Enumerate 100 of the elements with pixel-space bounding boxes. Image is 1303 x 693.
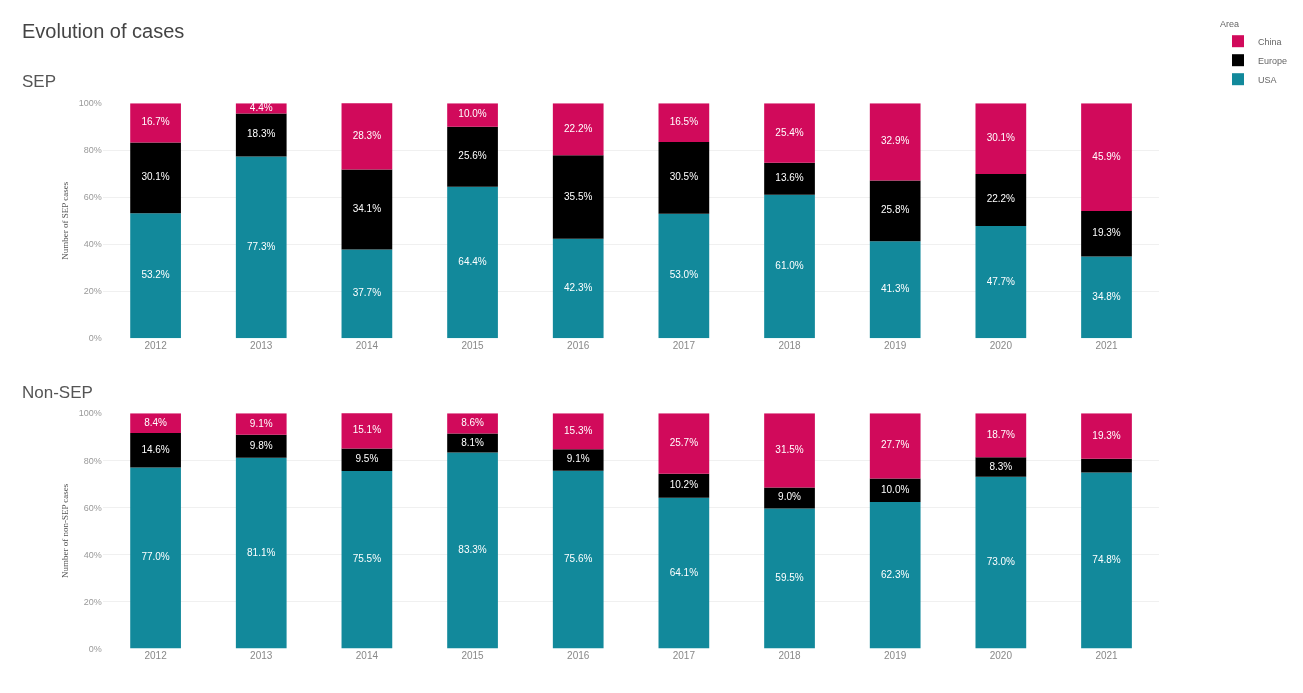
bar (552, 238, 604, 339)
data-label: 19.3% (1092, 227, 1121, 239)
data-label: 25.6% (458, 150, 487, 162)
bar (341, 413, 393, 449)
data-label: 34.8% (1092, 290, 1121, 302)
bar (764, 162, 815, 195)
bar (552, 470, 604, 649)
x-tick-label: 2014 (355, 340, 379, 352)
bar (764, 103, 815, 163)
data-label: 74.8% (1092, 553, 1121, 565)
y-tick-label: 80% (83, 145, 102, 156)
data-label: 9.1% (566, 453, 590, 465)
bar (552, 413, 604, 450)
bar (130, 467, 181, 649)
data-label: 28.3% (352, 129, 382, 141)
bar (764, 508, 815, 649)
data-label: 31.5% (775, 443, 804, 455)
data-label: 77.3% (247, 240, 276, 252)
bar (235, 457, 287, 649)
bar (1081, 103, 1132, 212)
data-label: 81.1% (247, 546, 276, 558)
data-label: 64.1% (669, 566, 699, 578)
data-label: 30.1% (986, 132, 1016, 144)
data-label: 53.2% (141, 269, 170, 281)
y-tick-label: 20% (83, 286, 102, 297)
data-label: 9.1% (249, 417, 273, 429)
y-axis-title: Number of non-SEP cases (60, 483, 71, 579)
bar (130, 103, 181, 143)
data-label: 32.9% (881, 135, 910, 147)
bar (658, 213, 710, 339)
data-label: 8.1% (461, 436, 485, 448)
data-label: 4.4% (249, 101, 273, 113)
bar (341, 169, 393, 250)
bar (1081, 472, 1132, 649)
y-tick-label: 40% (83, 239, 102, 250)
legend-label: Europe (1258, 55, 1288, 66)
y-tick-label: 100% (78, 408, 102, 419)
data-label: 18.3% (247, 128, 276, 140)
x-tick-label: 2020 (989, 650, 1013, 662)
bar (658, 497, 710, 649)
legend-label: China (1258, 36, 1282, 47)
bar (552, 449, 604, 471)
data-label: 10.0% (881, 483, 910, 495)
data-label: 75.6% (564, 553, 593, 565)
bar (658, 141, 710, 214)
data-label: 25.8% (881, 204, 910, 216)
data-label: 53.0% (669, 269, 699, 281)
bar (764, 487, 815, 509)
data-label: 42.3% (564, 282, 593, 294)
x-tick-label: 2016 (567, 340, 590, 352)
data-label: 47.7% (986, 275, 1016, 287)
bar (975, 226, 1027, 339)
x-tick-label: 2021 (1095, 650, 1119, 662)
data-label: 9.0% (778, 491, 802, 503)
bar (130, 433, 181, 468)
bar (235, 434, 287, 458)
x-tick-label: 2014 (355, 650, 379, 662)
y-tick-label: 100% (78, 98, 102, 109)
y-tick-label: 40% (83, 549, 102, 560)
legend-label: USA (1258, 74, 1277, 85)
data-label: 64.4% (458, 256, 487, 268)
bar (975, 413, 1027, 458)
data-label: 73.0% (986, 556, 1016, 568)
x-tick-label: 2012 (144, 650, 168, 662)
data-label: 8.3% (989, 460, 1013, 472)
x-tick-label: 2017 (672, 340, 696, 352)
data-label: 62.3% (881, 568, 910, 580)
bar (869, 241, 921, 339)
x-tick-label: 2021 (1095, 340, 1119, 352)
bar (235, 113, 287, 157)
x-tick-label: 2015 (461, 340, 485, 352)
data-label: 19.3% (1092, 429, 1121, 441)
data-label: 14.6% (141, 443, 170, 455)
bar (975, 103, 1027, 174)
x-tick-label: 2016 (567, 650, 590, 662)
bar (552, 103, 604, 156)
data-label: 10.0% (458, 108, 487, 120)
data-label: 83.3% (458, 544, 487, 555)
data-label: 13.6% (775, 172, 804, 184)
data-label: 25.7% (669, 437, 699, 449)
data-label: 34.1% (352, 203, 382, 215)
data-label: 8.6% (461, 416, 485, 428)
data-label: 18.7% (986, 428, 1016, 440)
data-label: 61.0% (775, 260, 804, 272)
bar (552, 155, 604, 239)
bar (764, 194, 815, 339)
data-label: 75.5% (352, 553, 382, 565)
data-label: 22.2% (986, 193, 1016, 205)
bar (1081, 458, 1132, 473)
bar (975, 173, 1027, 227)
data-label: 77.0% (141, 551, 170, 563)
data-label: 15.1% (352, 424, 382, 436)
y-tick-label: 60% (83, 192, 102, 203)
y-tick-label: 0% (88, 643, 102, 654)
x-tick-label: 2012 (144, 340, 168, 352)
bar (341, 103, 393, 170)
bar (447, 452, 498, 649)
x-tick-label: 2020 (989, 340, 1013, 352)
x-tick-label: 2019 (884, 650, 907, 662)
data-label: 10.2% (669, 479, 699, 491)
